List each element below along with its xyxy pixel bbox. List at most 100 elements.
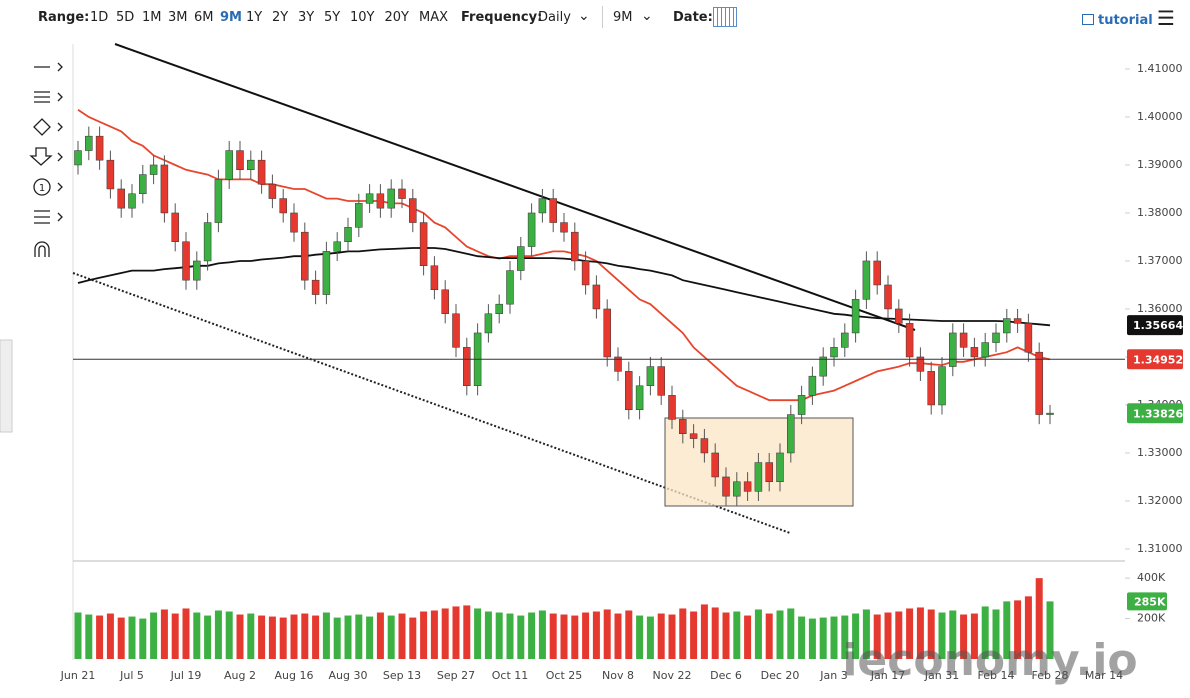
- candle-body: [365, 193, 374, 204]
- volume-bar: [808, 618, 816, 659]
- tool-line[interactable]: [34, 62, 63, 72]
- volume-bar: [884, 612, 892, 659]
- volume-bar: [906, 608, 914, 659]
- range-button[interactable]: 1M: [142, 10, 162, 25]
- candle-body: [409, 198, 417, 223]
- period-select[interactable]: 9M: [613, 10, 633, 25]
- candle-body: [139, 174, 147, 195]
- tool-fib[interactable]: [34, 91, 63, 103]
- candle-body: [549, 198, 557, 223]
- volume-tick-label: 400K: [1137, 571, 1166, 584]
- volume-bar: [916, 607, 924, 659]
- candle-body: [538, 198, 547, 214]
- volume-bar: [981, 606, 989, 659]
- volume-bar: [938, 612, 946, 659]
- candle-body: [992, 332, 1000, 343]
- x-tick-label: Jan 31: [924, 669, 959, 682]
- dropdown-arrow: ⌄: [578, 8, 590, 24]
- candle-body: [657, 366, 665, 396]
- candle-body: [592, 284, 601, 310]
- volume-bar: [646, 616, 654, 659]
- range-button[interactable]: 9M: [220, 10, 242, 25]
- frequency-select[interactable]: Daily: [538, 10, 571, 25]
- candle-body: [851, 299, 860, 334]
- range-button[interactable]: MAX: [419, 10, 449, 25]
- candle-body: [193, 260, 201, 281]
- volume-bar: [711, 607, 719, 659]
- candle-body: [668, 395, 676, 420]
- calendar-button[interactable]: [713, 7, 737, 27]
- volume-bar: [614, 613, 622, 659]
- range-button[interactable]: 10Y: [350, 10, 375, 25]
- candle-body: [614, 356, 622, 372]
- x-tick-label: Jul 19: [170, 669, 202, 682]
- candle-body: [517, 246, 525, 271]
- volume-bar: [312, 615, 320, 659]
- candle-body: [959, 332, 968, 348]
- volume-bar: [657, 613, 665, 659]
- dropdown-arrow: ⌄: [641, 8, 653, 24]
- volume-bar: [765, 613, 773, 659]
- volume-bar: [463, 605, 471, 659]
- candle-body: [938, 366, 946, 406]
- range-button[interactable]: 5Y: [324, 10, 341, 25]
- menu-button[interactable]: ☰: [1157, 6, 1175, 30]
- tool-magnet[interactable]: [34, 241, 50, 257]
- y-tick-label: 1.40000: [1137, 110, 1183, 123]
- x-tick-label: Feb 28: [1032, 669, 1069, 682]
- candle-body: [754, 462, 763, 492]
- range-button[interactable]: 2Y: [272, 10, 289, 25]
- range-button[interactable]: 5D: [116, 10, 135, 25]
- candle-body: [117, 188, 125, 209]
- range-button[interactable]: 3M: [168, 10, 188, 25]
- range-button[interactable]: 1Y: [246, 10, 263, 25]
- candle-body: [268, 183, 277, 199]
- candle-body: [873, 260, 881, 286]
- volume-bar: [430, 610, 438, 659]
- volume-bar: [495, 612, 503, 659]
- volume-bar: [528, 612, 536, 659]
- candle-body: [506, 270, 514, 305]
- toolbar: Range: 1D 5D 1M 3M 6M 9M 1Y 2Y 3Y 5Y 10Y 20Y MAX Fre…: [0, 0, 1190, 36]
- y-tick-label: 1.37000: [1137, 254, 1183, 267]
- y-tick-label: 1.36000: [1137, 302, 1183, 315]
- candle-body: [95, 135, 104, 161]
- volume-bar: [214, 610, 222, 659]
- volume-bar: [355, 614, 363, 659]
- volume-bar: [258, 615, 266, 659]
- tool-number[interactable]: [33, 178, 51, 196]
- candle-body: [970, 347, 979, 358]
- candle-body: [247, 159, 255, 171]
- volume-bar: [960, 614, 968, 659]
- volume-bar: [927, 609, 935, 659]
- candle-body: [625, 371, 633, 411]
- candle-body: [581, 260, 590, 286]
- volume-bar: [873, 614, 881, 659]
- volume-bar: [150, 612, 158, 659]
- tool-shape[interactable]: [33, 118, 63, 136]
- range-button[interactable]: 20Y: [384, 10, 409, 25]
- x-tick-label: Aug 30: [329, 669, 368, 682]
- candle-body: [160, 164, 169, 214]
- range-button[interactable]: 6M: [194, 10, 214, 25]
- candle-body: [808, 375, 817, 396]
- volume-bar: [690, 611, 698, 659]
- volume-bar: [592, 611, 600, 659]
- range-button[interactable]: 1D: [90, 10, 109, 25]
- tutorial-link[interactable]: tutorial: [1098, 13, 1153, 28]
- y-tick-label: 1.31000: [1137, 542, 1183, 555]
- x-tick-label: Jan 3: [819, 669, 847, 682]
- volume-bar: [387, 615, 395, 659]
- divider: [602, 6, 603, 28]
- tool-channel[interactable]: [34, 182, 63, 224]
- volume-bar: [549, 613, 557, 659]
- volume-bar: [1046, 601, 1054, 659]
- price-marker: [1127, 403, 1183, 424]
- tool-arrow[interactable]: [29, 147, 63, 166]
- frequency-label: Frequency:: [461, 10, 543, 25]
- range-button[interactable]: 3Y: [298, 10, 315, 25]
- volume-bar: [366, 616, 374, 659]
- moving-average: [77, 109, 1051, 402]
- volume-bar: [506, 613, 514, 659]
